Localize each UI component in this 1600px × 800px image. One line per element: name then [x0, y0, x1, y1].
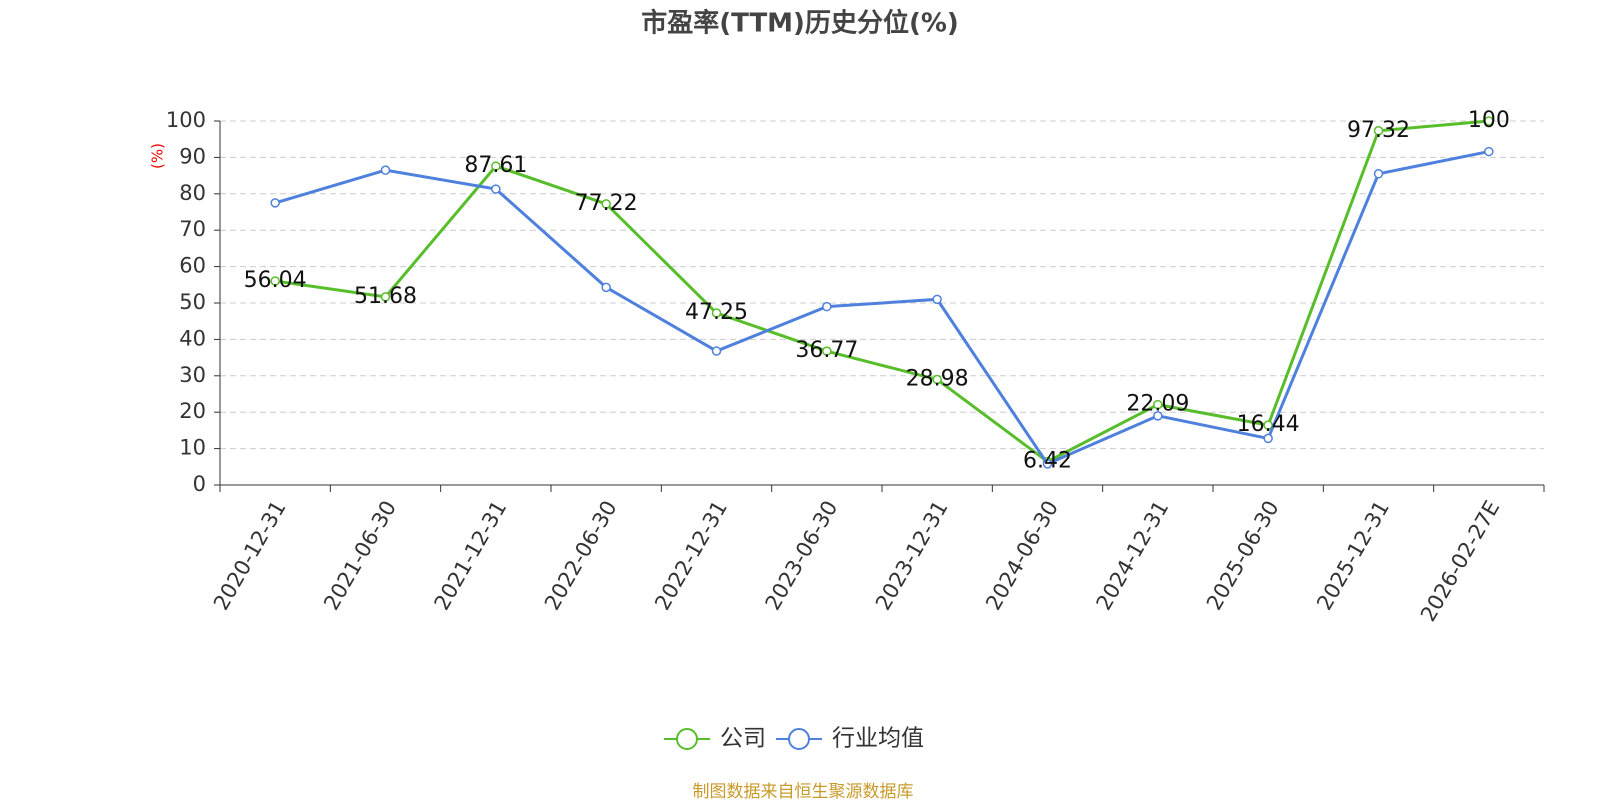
- x-tick-label: 2022-06-30: [540, 497, 622, 615]
- legend-marker: [676, 728, 698, 750]
- y-axis-label: (%): [149, 143, 167, 169]
- data-label: 77.22: [575, 191, 638, 216]
- point: [491, 184, 501, 194]
- x-tick-label: 2026-02-27E: [1416, 497, 1504, 626]
- x-tick-label: 2025-12-31: [1312, 497, 1394, 615]
- point: [711, 308, 722, 318]
- point: [711, 346, 722, 356]
- point: [1373, 126, 1384, 136]
- legend-label: 行业均值: [832, 726, 924, 752]
- data-label: 87.61: [464, 153, 527, 178]
- y-tick-label: 90: [179, 144, 206, 168]
- x-tick-label: 2023-06-30: [761, 497, 843, 615]
- point: [491, 161, 501, 171]
- data-label: 22.09: [1126, 392, 1189, 417]
- y-tick-label: 80: [179, 181, 206, 205]
- point: [822, 301, 832, 312]
- point: [270, 276, 280, 286]
- data-label: 47.25: [685, 300, 748, 325]
- data-label: 28.98: [906, 367, 969, 392]
- point: [1153, 411, 1163, 421]
- x-tick-label: 2025-06-30: [1202, 497, 1284, 615]
- point: [601, 282, 611, 293]
- data-label: 6.42: [1023, 449, 1072, 474]
- data-label: 100: [1468, 108, 1510, 133]
- y-tick-label: 30: [179, 363, 206, 387]
- point: [380, 292, 391, 302]
- series-line: [274, 119, 1489, 464]
- point: [1484, 146, 1494, 157]
- y-tick-label: 50: [179, 290, 206, 314]
- data-label: 56.04: [244, 268, 307, 293]
- y-tick-label: 70: [179, 217, 206, 241]
- y-tick-label: 10: [179, 436, 206, 460]
- point: [1484, 116, 1494, 126]
- point: [1153, 399, 1163, 410]
- chart-title: 市盈率(TTM)历史分位(%): [641, 8, 959, 39]
- point: [932, 294, 942, 305]
- y-tick-label: 40: [179, 326, 206, 350]
- y-tick-label: 100: [166, 108, 206, 132]
- data-label: 97.32: [1347, 118, 1410, 143]
- point: [1263, 433, 1273, 444]
- x-tick-label: 2021-06-30: [319, 497, 401, 615]
- point: [1373, 169, 1384, 179]
- legend-label: 公司: [720, 726, 766, 752]
- point: [932, 374, 942, 385]
- data-label: 36.77: [795, 338, 858, 363]
- x-tick-label: 2024-12-31: [1092, 497, 1174, 615]
- point: [380, 165, 391, 175]
- series-line: [274, 150, 1490, 466]
- x-tick-label: 2023-12-31: [871, 497, 953, 615]
- y-tick-label: 60: [179, 254, 206, 278]
- x-tick-label: 2022-12-31: [650, 497, 732, 615]
- legend-marker: [788, 728, 810, 750]
- point: [270, 198, 280, 208]
- y-tick-label: 0: [193, 472, 206, 496]
- point: [1042, 459, 1053, 469]
- data-label: 16.44: [1237, 412, 1300, 437]
- footer: 制图数据来自恒生聚源数据库: [693, 782, 914, 800]
- y-tick-label: 20: [179, 399, 206, 423]
- x-tick-label: 2020-12-31: [209, 497, 291, 615]
- point: [601, 199, 611, 209]
- x-tick-label: 2021-12-31: [430, 497, 512, 615]
- point: [822, 346, 832, 356]
- x-tick-label: 2024-06-30: [981, 497, 1063, 615]
- data-label: 51.68: [354, 284, 417, 309]
